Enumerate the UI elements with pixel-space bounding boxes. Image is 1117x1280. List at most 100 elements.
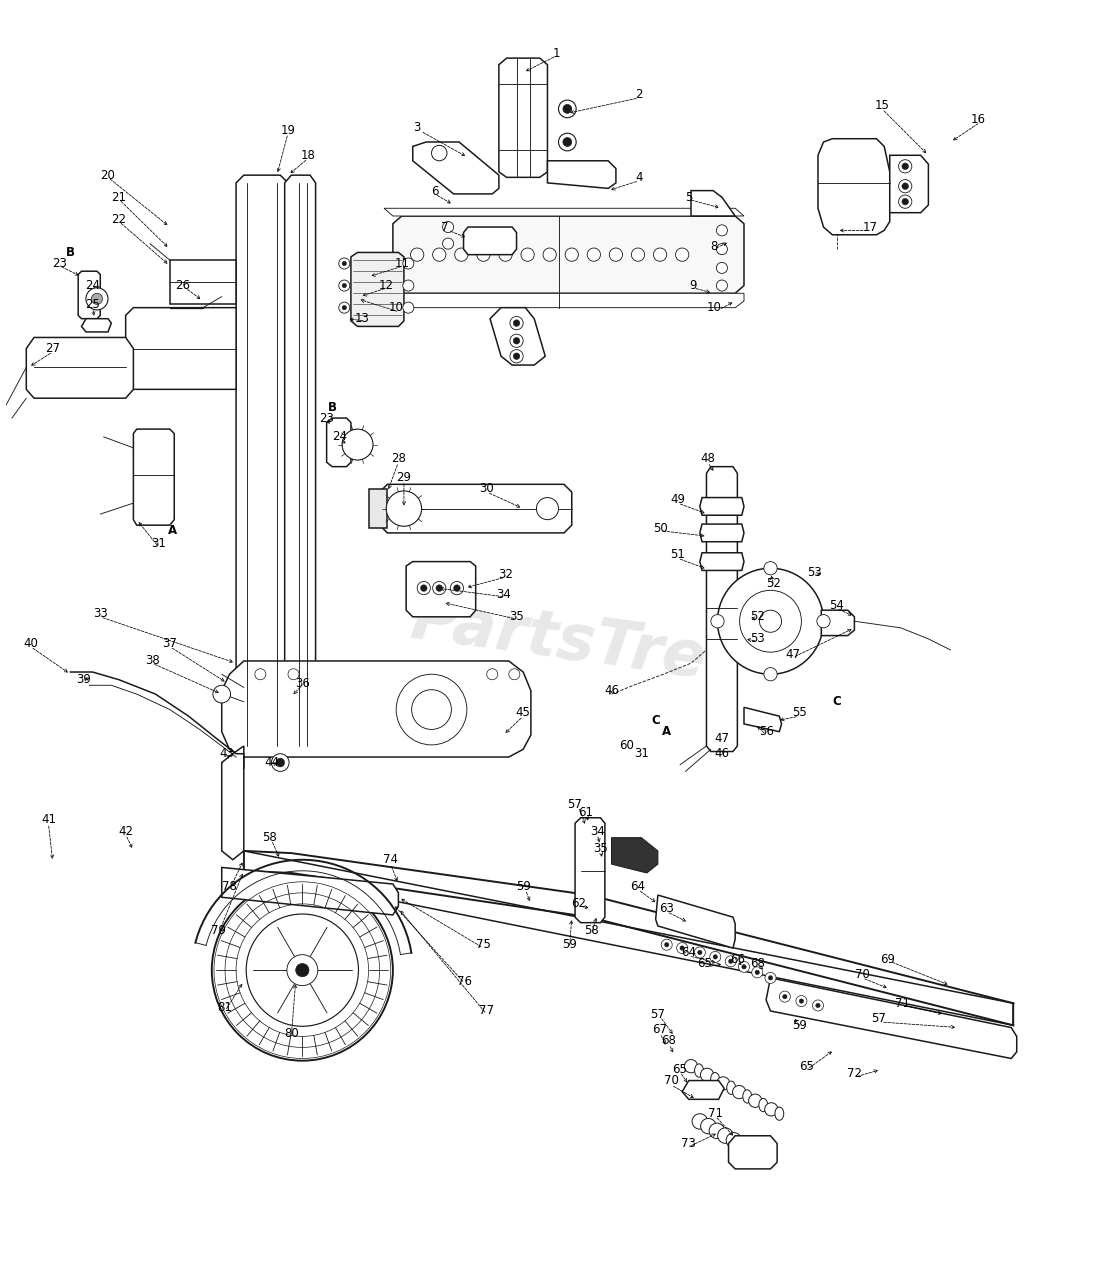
- Text: 75: 75: [476, 938, 490, 951]
- Circle shape: [728, 959, 733, 964]
- Text: 48: 48: [700, 452, 715, 466]
- Ellipse shape: [727, 1082, 736, 1094]
- Circle shape: [338, 302, 350, 314]
- Text: 40: 40: [23, 637, 38, 650]
- Circle shape: [735, 1138, 751, 1153]
- Circle shape: [450, 581, 464, 595]
- Ellipse shape: [695, 1064, 704, 1078]
- Text: A: A: [662, 726, 671, 739]
- Circle shape: [812, 1000, 823, 1011]
- Polygon shape: [821, 611, 855, 636]
- Text: 57: 57: [567, 797, 582, 812]
- Circle shape: [558, 133, 576, 151]
- Circle shape: [521, 248, 534, 261]
- Text: 67: 67: [652, 1023, 668, 1037]
- Text: 46: 46: [604, 685, 619, 698]
- Circle shape: [563, 105, 572, 114]
- Text: 11: 11: [394, 257, 409, 270]
- Text: 7: 7: [441, 220, 449, 233]
- Circle shape: [338, 259, 350, 269]
- Circle shape: [417, 581, 430, 595]
- Text: 35: 35: [593, 842, 608, 855]
- Circle shape: [342, 429, 373, 460]
- Circle shape: [693, 1114, 707, 1129]
- Text: 36: 36: [295, 677, 309, 690]
- Circle shape: [442, 221, 454, 233]
- Polygon shape: [369, 489, 388, 529]
- Circle shape: [288, 668, 299, 680]
- Text: 25: 25: [85, 298, 101, 311]
- Text: 15: 15: [875, 99, 889, 113]
- Text: 23: 23: [52, 257, 67, 270]
- Text: 42: 42: [118, 824, 133, 837]
- Text: 54: 54: [829, 599, 844, 612]
- Text: 16: 16: [971, 114, 985, 127]
- Polygon shape: [222, 660, 531, 756]
- Text: 20: 20: [101, 169, 115, 182]
- Circle shape: [695, 947, 705, 957]
- Circle shape: [563, 138, 572, 146]
- Text: 72: 72: [847, 1068, 862, 1080]
- Polygon shape: [407, 562, 476, 617]
- Text: 18: 18: [300, 148, 315, 161]
- Circle shape: [739, 590, 801, 652]
- Circle shape: [725, 956, 736, 966]
- Polygon shape: [170, 260, 236, 305]
- Circle shape: [513, 338, 519, 344]
- Text: 64: 64: [630, 879, 646, 892]
- Polygon shape: [611, 837, 658, 873]
- Polygon shape: [682, 1080, 724, 1100]
- Polygon shape: [222, 868, 399, 915]
- Circle shape: [898, 195, 911, 209]
- Text: 65: 65: [800, 1060, 814, 1073]
- Text: 13: 13: [354, 312, 370, 325]
- Circle shape: [510, 334, 523, 347]
- Ellipse shape: [775, 1107, 784, 1120]
- Text: 35: 35: [509, 611, 524, 623]
- Text: 45: 45: [516, 707, 531, 719]
- Text: 73: 73: [681, 1137, 696, 1149]
- Polygon shape: [78, 271, 101, 319]
- Text: 50: 50: [652, 522, 668, 535]
- Text: 4: 4: [636, 170, 643, 184]
- Polygon shape: [766, 978, 1016, 1059]
- Polygon shape: [728, 1135, 777, 1169]
- Polygon shape: [575, 818, 605, 923]
- Text: 53: 53: [750, 632, 765, 645]
- Circle shape: [432, 581, 446, 595]
- Circle shape: [742, 965, 746, 969]
- Text: 49: 49: [670, 493, 685, 507]
- Text: 10: 10: [707, 301, 722, 314]
- Text: 31: 31: [152, 538, 166, 550]
- Polygon shape: [700, 498, 744, 516]
- Text: PartsTre: PartsTre: [407, 589, 710, 691]
- Text: 79: 79: [211, 924, 226, 937]
- Polygon shape: [700, 553, 744, 571]
- Text: 59: 59: [792, 1019, 806, 1032]
- Polygon shape: [384, 209, 744, 216]
- Circle shape: [764, 562, 777, 575]
- Circle shape: [510, 349, 523, 362]
- Text: 68: 68: [661, 1034, 677, 1047]
- Text: 41: 41: [41, 814, 56, 827]
- Circle shape: [255, 668, 266, 680]
- Polygon shape: [285, 175, 316, 754]
- Circle shape: [588, 248, 601, 261]
- Circle shape: [752, 966, 763, 978]
- Polygon shape: [133, 429, 174, 525]
- Circle shape: [738, 961, 750, 973]
- Circle shape: [815, 1004, 820, 1007]
- Polygon shape: [890, 155, 928, 212]
- Text: 55: 55: [792, 707, 806, 719]
- Circle shape: [817, 614, 830, 628]
- Circle shape: [680, 946, 685, 950]
- Circle shape: [296, 964, 309, 977]
- Circle shape: [665, 942, 669, 947]
- Text: 38: 38: [145, 654, 160, 667]
- Circle shape: [752, 1147, 767, 1162]
- Polygon shape: [547, 161, 615, 188]
- Text: 70: 70: [855, 968, 869, 980]
- Circle shape: [709, 951, 720, 963]
- Circle shape: [543, 248, 556, 261]
- Text: 74: 74: [383, 854, 398, 867]
